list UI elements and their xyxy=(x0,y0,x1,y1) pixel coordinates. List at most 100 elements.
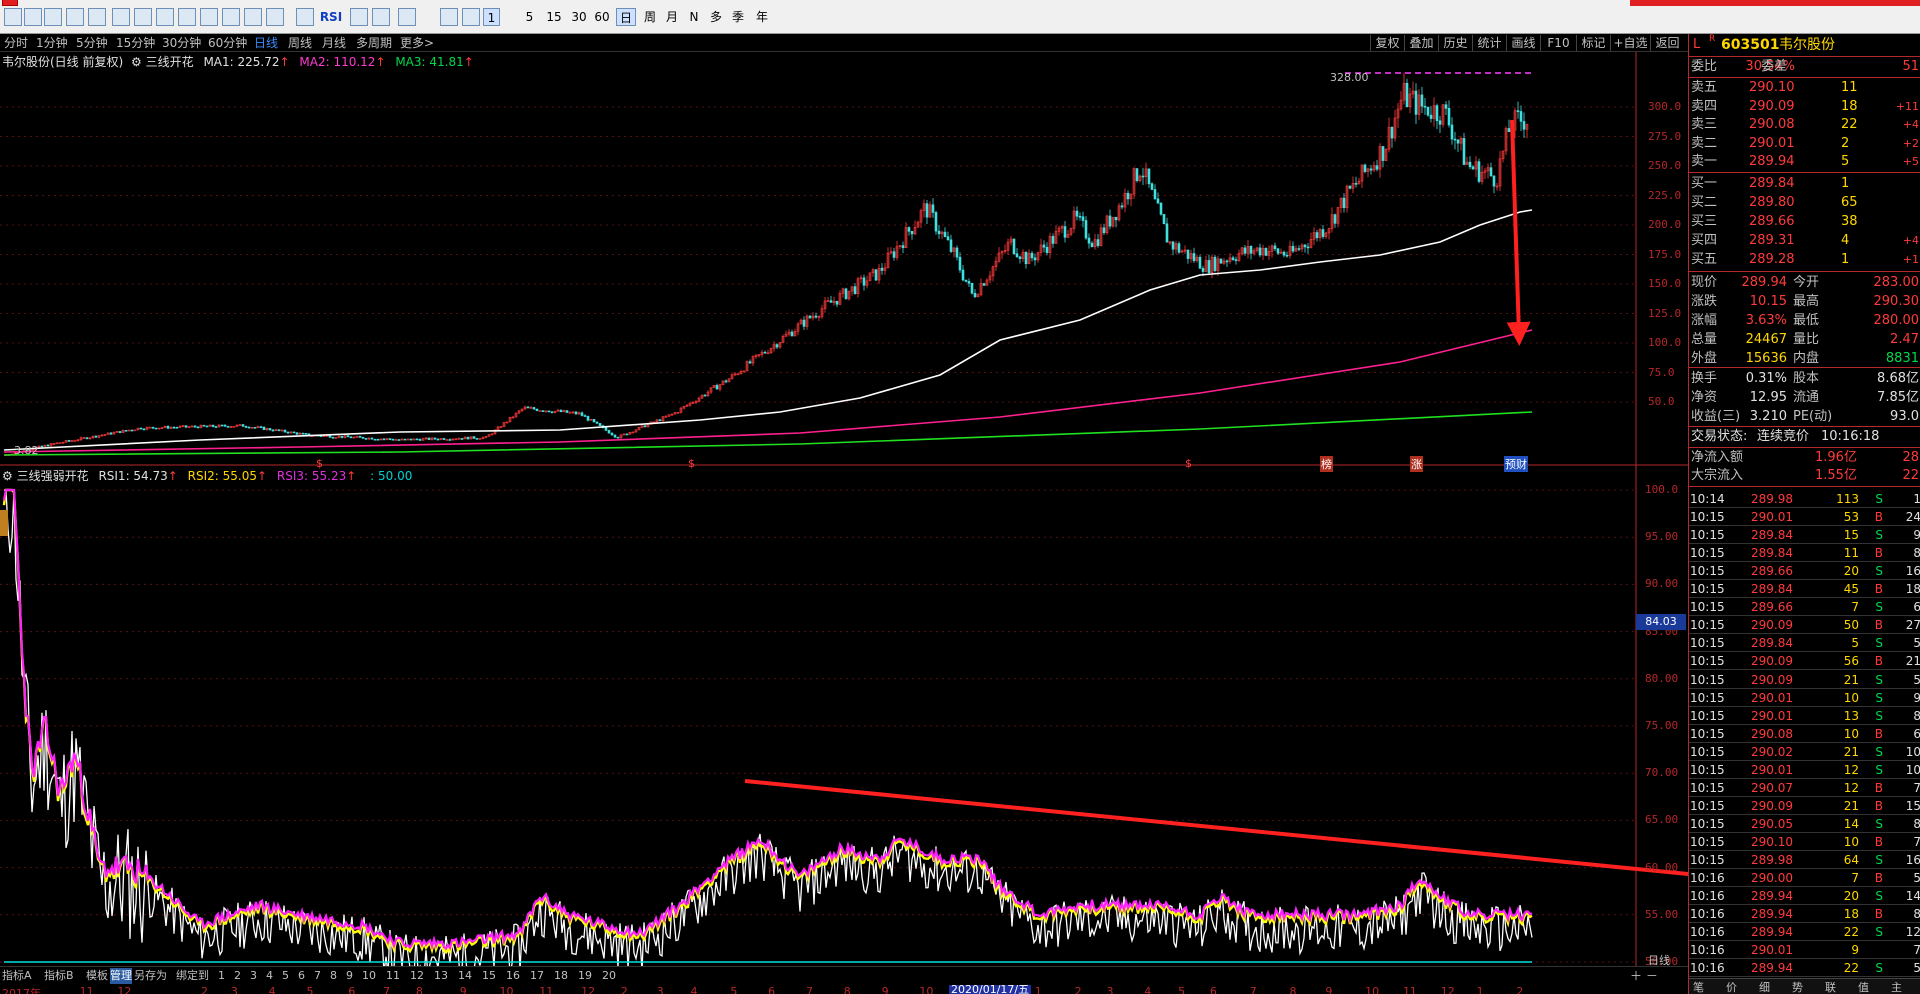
indicator-tab[interactable]: 7 xyxy=(314,969,321,982)
indicator-tab[interactable]: 指标B xyxy=(44,969,74,982)
trade-row[interactable]: 10:16 290.01 9 7 xyxy=(1689,943,1920,960)
kline-chart-area[interactable] xyxy=(0,52,1688,982)
indicator-tab[interactable]: 2 xyxy=(234,969,241,982)
history-button[interactable]: 历史 xyxy=(1438,35,1472,51)
indicator-tab[interactable]: 9 xyxy=(346,969,353,982)
f10-button[interactable]: F10 xyxy=(1540,35,1576,51)
trade-row[interactable]: 10:15 290.01 12 S 10 xyxy=(1689,762,1920,779)
indicator-tab[interactable]: 20 xyxy=(602,969,616,982)
main-indicator-name[interactable]: 三线开花 xyxy=(145,55,194,69)
chart-mode-icon[interactable] xyxy=(462,8,480,26)
trade-row[interactable]: 10:16 289.94 22 S 12 xyxy=(1689,925,1920,942)
grid-icon[interactable] xyxy=(88,8,106,26)
period-tab-5min[interactable]: 5分钟 xyxy=(76,36,108,50)
trade-row[interactable]: 10:15 290.09 56 B 21 xyxy=(1689,654,1920,671)
restore-rights-button[interactable]: 复权 xyxy=(1370,35,1404,51)
indicator-tab[interactable]: 10 xyxy=(362,969,376,982)
trade-row[interactable]: 10:15 289.66 7 S 6 xyxy=(1689,600,1920,617)
trade-row[interactable]: 10:15 289.84 45 B 18 xyxy=(1689,582,1920,599)
indicator-tab[interactable]: 19 xyxy=(578,969,592,982)
period-month-button[interactable]: 月 xyxy=(665,10,678,24)
down-arrow-icon[interactable] xyxy=(44,8,62,26)
back-button[interactable]: 返回 xyxy=(1650,35,1684,51)
line-chart-icon[interactable] xyxy=(112,8,130,26)
add-favorite-button[interactable]: +自选 xyxy=(1610,35,1650,51)
indicator-tab[interactable]: 13 xyxy=(434,969,448,982)
indicator-icon[interactable] xyxy=(244,8,262,26)
f10-icon[interactable] xyxy=(178,8,196,26)
trade-row[interactable]: 10:15 290.09 21 B 15 xyxy=(1689,798,1920,815)
fs-icon[interactable] xyxy=(440,8,458,26)
up-arrow-icon[interactable] xyxy=(24,8,42,26)
panel-tab[interactable]: 主 xyxy=(1891,981,1902,994)
overlay-button[interactable]: 叠加 xyxy=(1404,35,1438,51)
trade-row[interactable]: 10:15 289.84 11 B 8 xyxy=(1689,546,1920,563)
period-tab-15min[interactable]: 15分钟 xyxy=(116,36,156,50)
panel-tab[interactable]: 细 xyxy=(1759,981,1770,994)
list-marker[interactable]: 榜 xyxy=(1320,456,1333,472)
indicator-tab[interactable]: 11 xyxy=(386,969,400,982)
period-tab-30min[interactable]: 30分钟 xyxy=(162,36,202,50)
earnings-forecast-marker[interactable]: 预财 xyxy=(1504,456,1528,472)
trade-row[interactable]: 10:15 290.09 21 S 5 xyxy=(1689,672,1920,689)
period-tab-daily[interactable]: 日线 xyxy=(254,36,279,50)
period-tab-timeshare[interactable]: 分时 xyxy=(4,36,29,50)
period-tab-weekly[interactable]: 周线 xyxy=(288,36,313,50)
indicator-tab[interactable]: 8 xyxy=(330,969,337,982)
pan-icon[interactable] xyxy=(350,8,368,26)
tool-icon[interactable] xyxy=(372,8,390,26)
period-5-button[interactable]: 5 xyxy=(525,10,534,24)
limit-up-marker[interactable]: 涨 xyxy=(1410,456,1423,472)
indicator-tab[interactable]: 14 xyxy=(458,969,472,982)
period-tab-monthly[interactable]: 月线 xyxy=(322,36,347,50)
trade-row[interactable]: 10:15 290.01 10 S 9 xyxy=(1689,690,1920,707)
indicator-tab[interactable]: 18 xyxy=(554,969,568,982)
indicator-tab[interactable]: 5 xyxy=(282,969,289,982)
trade-row[interactable]: 10:15 289.66 20 S 16 xyxy=(1689,564,1920,581)
period-quarter-button[interactable]: 季 xyxy=(731,10,744,24)
event-marker[interactable]: $ xyxy=(1185,457,1192,470)
back-arrow-icon[interactable] xyxy=(4,8,22,26)
panel-tab[interactable]: 价 xyxy=(1726,981,1737,994)
table-icon[interactable] xyxy=(200,8,218,26)
event-marker[interactable]: $ xyxy=(688,457,695,470)
period-multi-button[interactable]: 多 xyxy=(709,10,722,24)
period-15-button[interactable]: 15 xyxy=(546,10,562,24)
formula-icon[interactable] xyxy=(222,8,240,26)
trade-row[interactable]: 10:14 289.98 113 S 1 xyxy=(1689,492,1920,508)
mark-button[interactable]: 标记 xyxy=(1576,35,1610,51)
panel-tab[interactable]: 势 xyxy=(1792,981,1803,994)
sub-indicator-name[interactable]: 三线强弱开花 xyxy=(16,469,89,483)
trade-row[interactable]: 10:15 290.05 14 S 8 xyxy=(1689,816,1920,833)
settings-gear-icon[interactable]: ⚙ xyxy=(2,469,13,483)
rsi-button[interactable]: RSI xyxy=(319,10,343,24)
trade-row[interactable]: 10:15 290.08 10 B 6 xyxy=(1689,726,1920,743)
period-tab-1min[interactable]: 1分钟 xyxy=(36,36,68,50)
trade-row[interactable]: 10:16 289.94 22 S 5 xyxy=(1689,961,1920,978)
panel-tab[interactable]: 联 xyxy=(1825,981,1836,994)
period-tab-60min[interactable]: 60分钟 xyxy=(208,36,248,50)
trade-row[interactable]: 10:15 290.02 21 S 10 xyxy=(1689,744,1920,761)
panel-tab[interactable]: 笔 xyxy=(1693,981,1704,994)
trade-row[interactable]: 10:16 290.00 7 B 5 xyxy=(1689,871,1920,888)
draw-line-button[interactable]: 画线 xyxy=(1506,35,1540,51)
wave-icon[interactable] xyxy=(296,8,314,26)
period-1-button[interactable]: 1 xyxy=(483,8,500,26)
indicator-tab[interactable]: 1 xyxy=(218,969,225,982)
trade-row[interactable]: 10:15 290.10 10 B 7 xyxy=(1689,834,1920,851)
period-30-button[interactable]: 30 xyxy=(571,10,587,24)
candlestick-icon[interactable] xyxy=(134,8,152,26)
trade-row[interactable]: 10:15 290.01 53 B 24 xyxy=(1689,510,1920,527)
indicator-tab[interactable]: 15 xyxy=(482,969,496,982)
trade-row[interactable]: 10:16 289.94 20 S 14 xyxy=(1689,889,1920,906)
period-60-button[interactable]: 60 xyxy=(594,10,610,24)
indicator-tab[interactable]: 6 xyxy=(298,969,305,982)
trade-row[interactable]: 10:16 289.94 18 B 8 xyxy=(1689,907,1920,924)
zoom-controls[interactable]: ＋ － xyxy=(1630,969,1658,983)
indicator-tab[interactable]: 另存为 xyxy=(134,969,167,982)
indicator-tab[interactable]: 指标A xyxy=(2,969,32,982)
search-icon[interactable] xyxy=(266,8,284,26)
event-marker[interactable]: $ xyxy=(316,457,323,470)
report-icon[interactable] xyxy=(66,8,84,26)
indicator-tab[interactable]: 16 xyxy=(506,969,520,982)
